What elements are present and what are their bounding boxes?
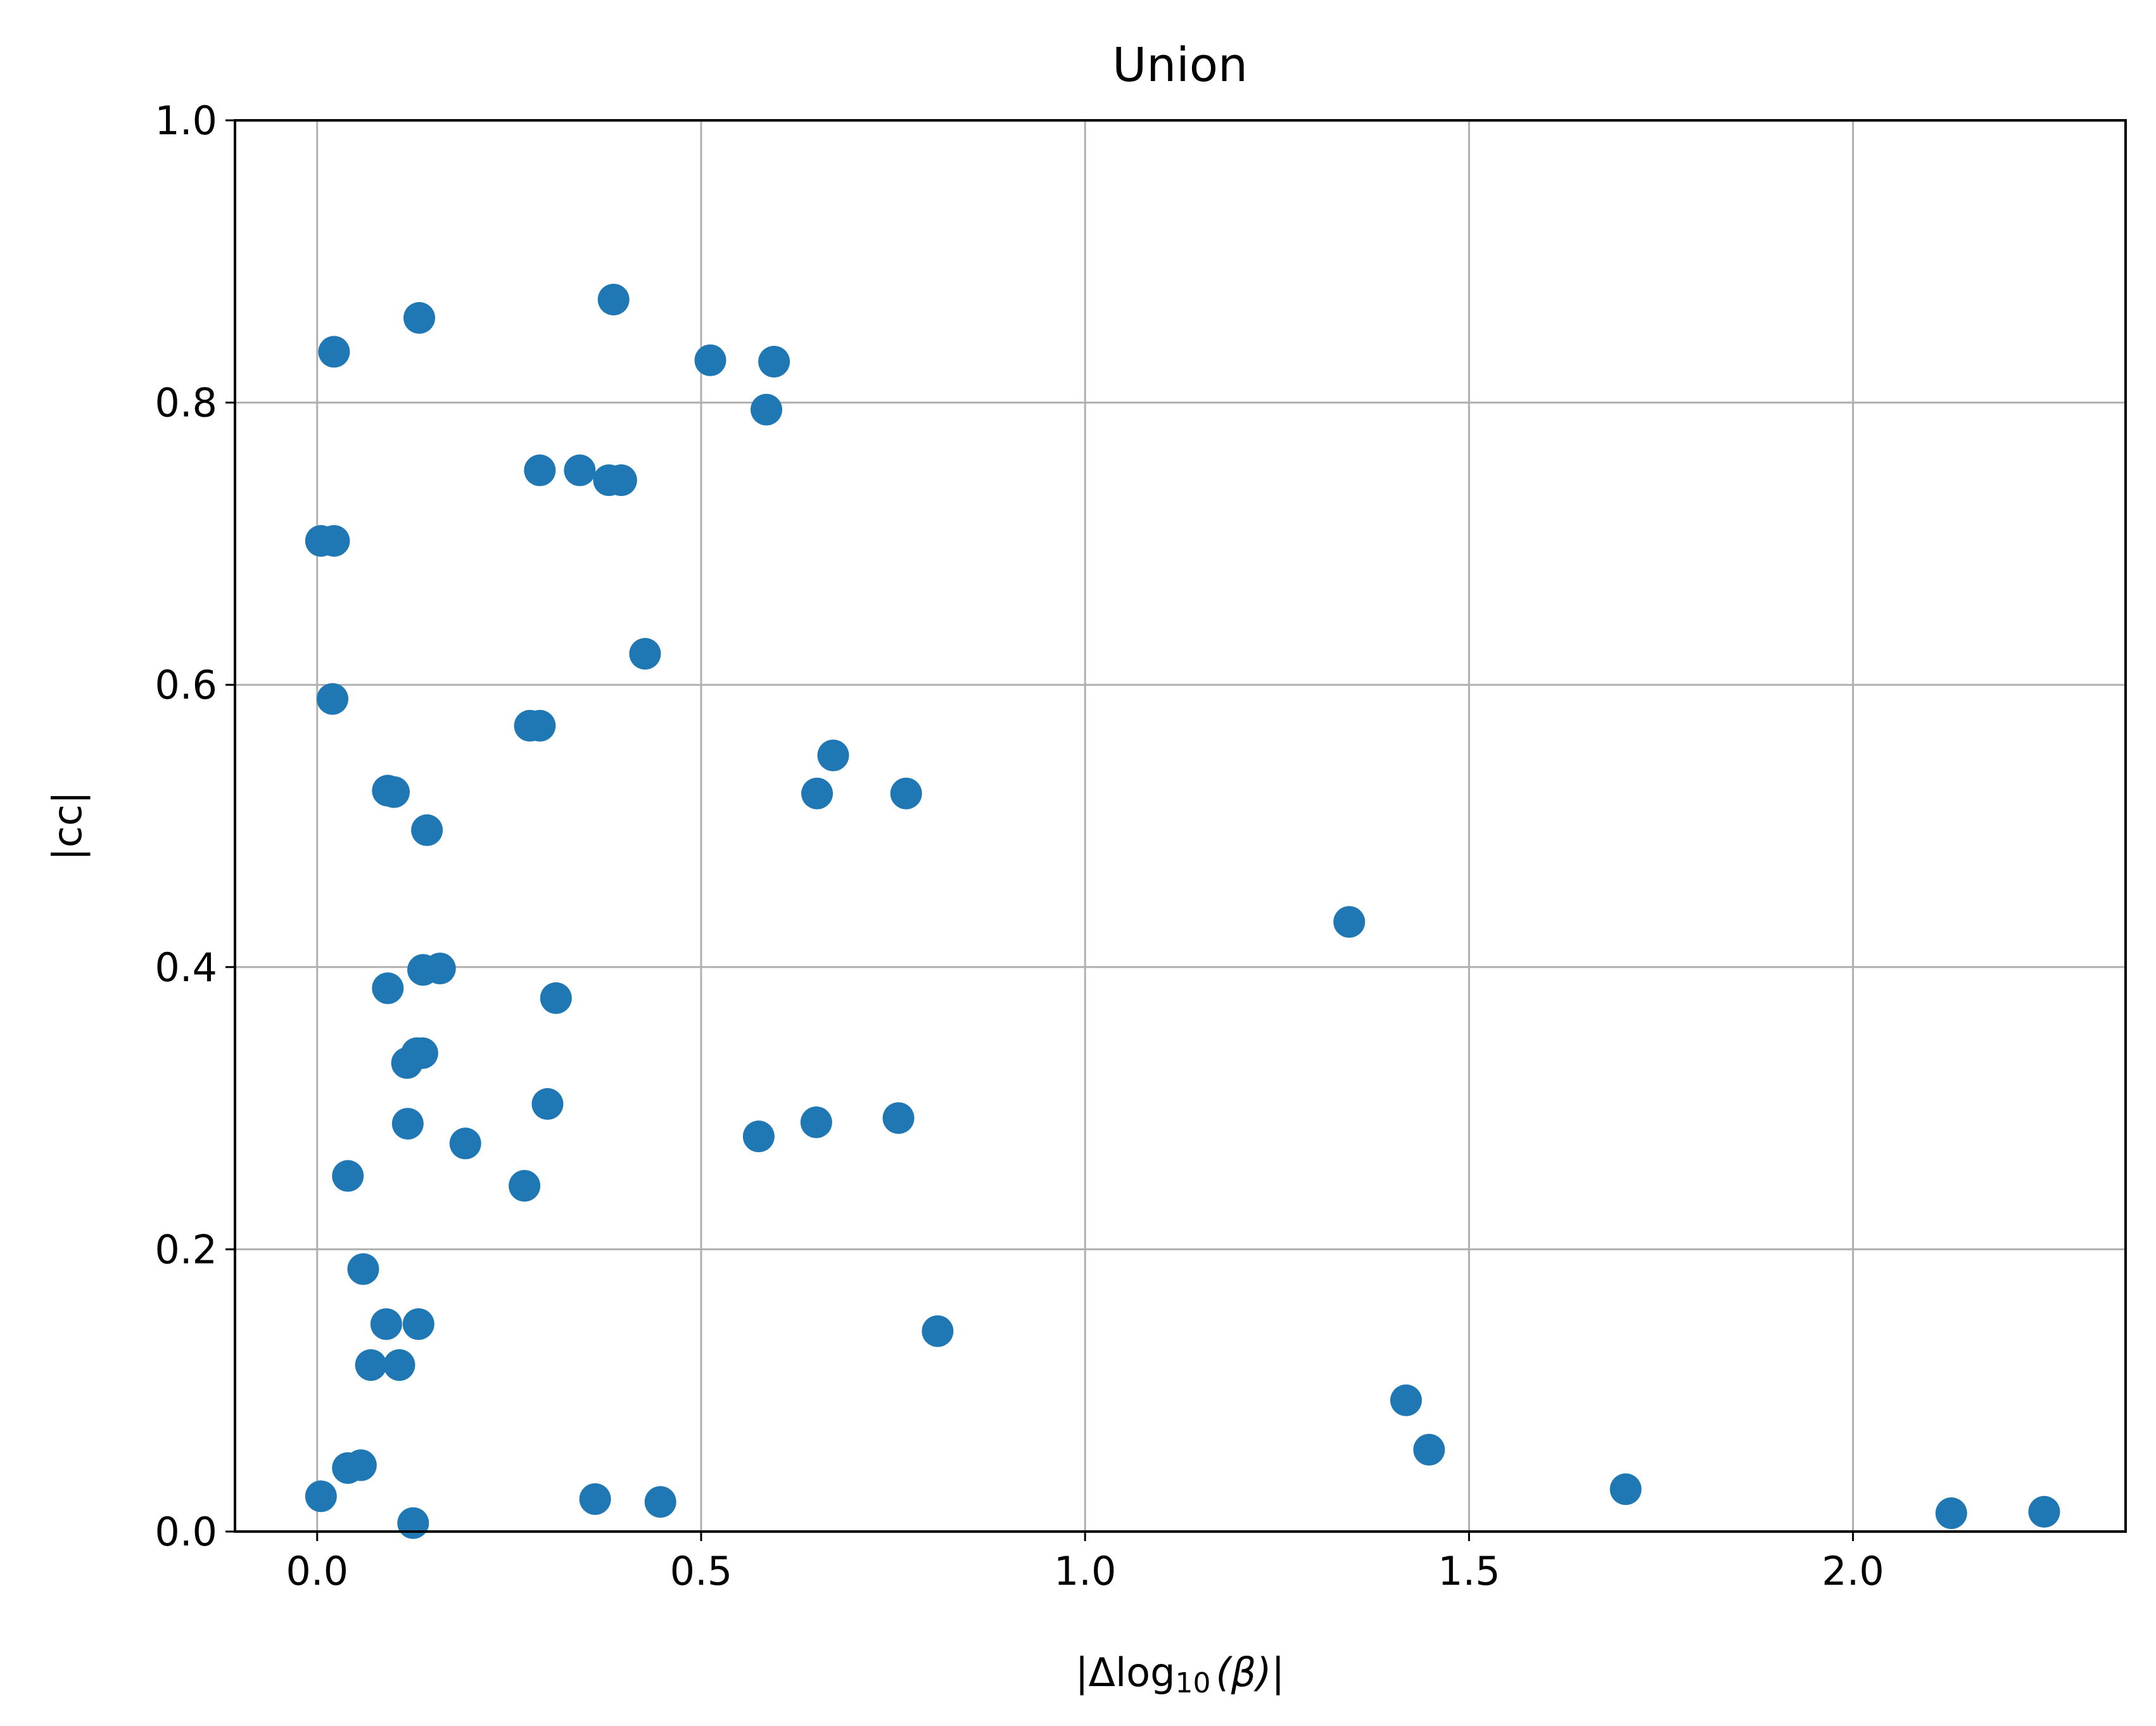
scatter-point bbox=[318, 524, 350, 557]
scatter-point bbox=[355, 1349, 387, 1381]
y-tick-label: 0.2 bbox=[155, 1226, 217, 1272]
scatter-point bbox=[424, 953, 456, 985]
scatter-point bbox=[318, 336, 350, 368]
scatter-point bbox=[524, 709, 556, 742]
scatter-point bbox=[403, 301, 435, 334]
plot-frame bbox=[234, 119, 2127, 1533]
scatter-point bbox=[579, 1483, 611, 1515]
scatter-point bbox=[758, 345, 790, 378]
x-axis-ticks: 0.0 0.5 1.0 1.5 2.0 bbox=[286, 1532, 1884, 1594]
scatter-point bbox=[370, 1308, 402, 1340]
scatter-point bbox=[605, 464, 637, 497]
scatter-point bbox=[347, 1253, 379, 1285]
x-tick-label: 1.5 bbox=[1438, 1548, 1500, 1594]
x-axis-label: |Δlog10 (β)| bbox=[1075, 1649, 1285, 1699]
scatter-point bbox=[922, 1315, 954, 1347]
x-axis-label-tail: (β)| bbox=[1215, 1649, 1284, 1696]
scatter-point bbox=[397, 1507, 429, 1539]
scatter-point bbox=[1935, 1497, 1967, 1530]
scatter-point bbox=[391, 1108, 424, 1140]
plot-area bbox=[235, 120, 2126, 1532]
scatter-point bbox=[890, 777, 922, 809]
scatter-point bbox=[694, 344, 726, 376]
x-axis-label-subscript: 10 bbox=[1175, 1667, 1210, 1699]
scatter-point bbox=[531, 1088, 564, 1120]
scatter-point bbox=[1333, 906, 1366, 938]
scatter-point bbox=[1609, 1473, 1642, 1506]
y-tick-label: 0.0 bbox=[155, 1509, 217, 1555]
scatter-point bbox=[377, 776, 410, 808]
scatter-point bbox=[1413, 1433, 1445, 1466]
scatter-point bbox=[524, 454, 556, 486]
data-points bbox=[305, 283, 2060, 1539]
scatter-point bbox=[402, 1308, 434, 1340]
x-tick-label: 0.5 bbox=[670, 1548, 733, 1594]
scatter-point bbox=[509, 1170, 541, 1202]
x-tick-label: 1.0 bbox=[1054, 1548, 1117, 1594]
x-tick-label: 0.0 bbox=[286, 1548, 348, 1594]
scatter-point bbox=[305, 1480, 337, 1513]
y-tick-label: 0.6 bbox=[155, 662, 217, 708]
scatter-point bbox=[800, 1106, 832, 1138]
y-tick-label: 0.8 bbox=[155, 380, 217, 426]
scatter-point bbox=[316, 683, 348, 715]
y-axis-label: |cc| bbox=[44, 791, 91, 861]
scatter-point bbox=[411, 814, 443, 846]
scatter-point bbox=[449, 1127, 481, 1160]
y-tick-label: 1.0 bbox=[155, 98, 217, 144]
scatter-point bbox=[817, 739, 849, 771]
scatter-point bbox=[629, 638, 661, 670]
scatter-point bbox=[801, 777, 834, 809]
scatter-point bbox=[391, 1047, 423, 1079]
scatter-point bbox=[2028, 1495, 2060, 1528]
scatter-point bbox=[332, 1160, 364, 1192]
scatter-point bbox=[383, 1349, 415, 1381]
scatter-point bbox=[742, 1120, 775, 1153]
y-tick-label: 0.4 bbox=[155, 944, 217, 991]
scatter-point bbox=[597, 283, 630, 315]
scatter-point bbox=[564, 454, 596, 486]
y-axis-ticks: 0.0 0.2 0.4 0.6 0.8 1.0 bbox=[155, 98, 235, 1555]
scatter-point bbox=[345, 1449, 377, 1482]
scatter-point bbox=[644, 1486, 676, 1518]
scatter-point bbox=[882, 1102, 915, 1134]
x-tick-label: 2.0 bbox=[1822, 1548, 1884, 1594]
scatter-point bbox=[1390, 1384, 1422, 1416]
x-axis-label-main: |Δlog bbox=[1075, 1649, 1176, 1696]
chart-title: Union bbox=[1112, 38, 1248, 92]
scatter-point bbox=[372, 972, 404, 1005]
scatter-point bbox=[540, 982, 572, 1014]
scatter-point bbox=[751, 393, 783, 426]
